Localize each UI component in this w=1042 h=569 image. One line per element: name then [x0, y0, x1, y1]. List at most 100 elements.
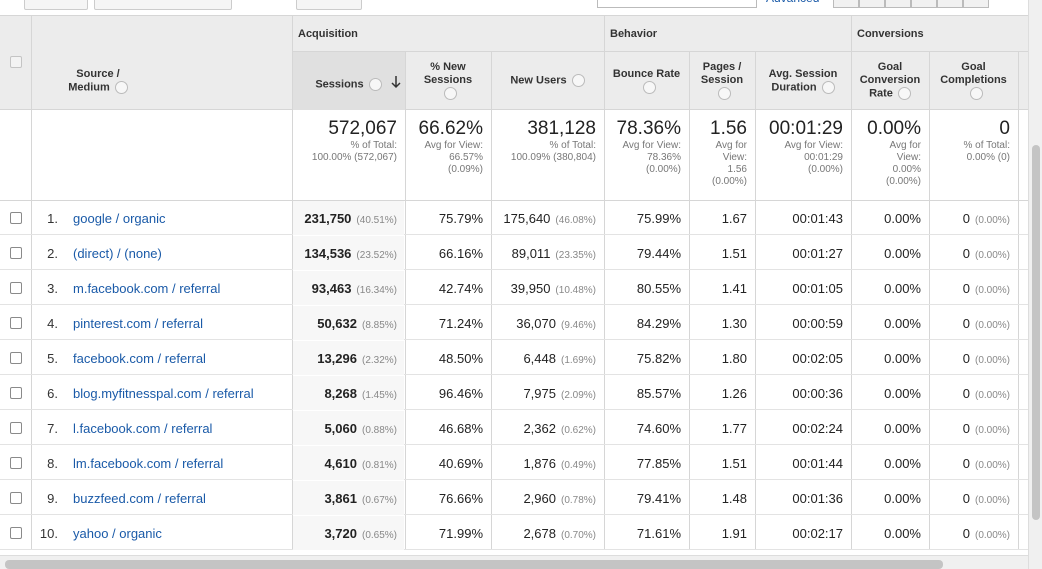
table-cell: 00:01:05	[755, 281, 851, 296]
table-row	[0, 445, 1028, 480]
total-note-text: View:	[896, 152, 921, 163]
column-header[interactable]: Goal Conversion Rate	[851, 52, 929, 110]
cell-value: 1.48	[721, 491, 747, 506]
help-icon[interactable]	[444, 87, 457, 101]
cell-percent: (40.51%)	[356, 215, 397, 226]
total-note: 1.56	[693, 164, 747, 176]
totals-cell: 1.56 Avg for View: 1.56 (0.00%)	[689, 118, 755, 188]
table-cell: 71.24%	[405, 316, 491, 331]
help-icon[interactable]	[642, 80, 656, 94]
help-icon[interactable]	[114, 80, 128, 94]
column-header[interactable]: New Users	[491, 52, 604, 110]
cell-percent: (10.48%)	[555, 285, 596, 296]
source-link[interactable]: (direct) / (none)	[73, 246, 162, 261]
cell-value: 79.44%	[636, 246, 681, 261]
cell-value: 46.68%	[438, 421, 483, 436]
cell-percent: (0.00%)	[974, 355, 1010, 366]
view-button[interactable]	[885, 0, 911, 8]
view-button[interactable]	[937, 0, 963, 8]
total-note: 66.57%	[409, 152, 483, 164]
source-link[interactable]: yahoo / organic	[73, 526, 162, 541]
help-icon[interactable]	[571, 74, 585, 88]
toolbar-button[interactable]	[24, 0, 88, 10]
source-link[interactable]: m.facebook.com / referral	[73, 281, 221, 296]
cell-percent: (1.45%)	[361, 390, 397, 401]
total-note: (0.00%)	[608, 164, 681, 176]
cell-value: 175,640	[503, 211, 551, 226]
header-text: Pages / Session	[699, 61, 745, 101]
cell-value: 1.30	[721, 316, 747, 331]
column-header[interactable]: Avg. Session Duration	[755, 52, 851, 110]
total-number: 0.00%	[867, 118, 921, 139]
total-note-text: View:	[722, 152, 747, 163]
toolbar-button[interactable]	[296, 0, 362, 10]
cell-value: 0	[962, 526, 970, 541]
help-icon[interactable]	[368, 78, 382, 92]
row-checkbox[interactable]	[10, 457, 22, 469]
source-link[interactable]: blog.myfitnesspal.com / referral	[73, 386, 254, 401]
select-all-checkbox[interactable]	[10, 56, 22, 68]
total-note: 100.09% (380,804)	[495, 152, 596, 164]
cell-value: 2,960	[523, 491, 556, 506]
table-cell: 0.00%	[851, 246, 929, 261]
total-note-text: (0.00%)	[885, 176, 921, 187]
cell-value: 1.80	[721, 351, 747, 366]
source-link[interactable]: pinterest.com / referral	[73, 316, 204, 331]
cell-value: 1,876	[523, 456, 556, 471]
cell-percent: (9.46%)	[560, 320, 596, 331]
source-link[interactable]: lm.facebook.com / referral	[73, 456, 224, 471]
toolbar-button[interactable]	[94, 0, 232, 10]
row-checkbox[interactable]	[10, 422, 22, 434]
cell-value: 50,632	[317, 316, 357, 331]
source-link[interactable]: l.facebook.com / referral	[73, 421, 213, 436]
cell-value: 71.99%	[438, 526, 483, 541]
advanced-link[interactable]: Advanced	[766, 0, 819, 5]
row-checkbox[interactable]	[10, 527, 22, 539]
row-checkbox[interactable]	[10, 492, 22, 504]
cell-percent: (0.00%)	[974, 215, 1010, 226]
column-border	[491, 52, 492, 550]
source-link[interactable]: buzzfeed.com / referral	[73, 491, 206, 506]
column-header[interactable]: Bounce Rate	[604, 52, 689, 110]
cell-percent: (0.00%)	[974, 250, 1010, 261]
column-header[interactable]: Source / Medium	[32, 52, 292, 110]
table-cell: 1,876 (0.49%)	[491, 456, 604, 471]
view-button[interactable]	[963, 0, 989, 8]
column-header[interactable]: Pages / Session	[689, 52, 755, 110]
source-link[interactable]: google / organic	[73, 211, 166, 226]
total-note: % of Total:	[495, 140, 596, 152]
column-header[interactable]: % New Sessions	[405, 52, 491, 110]
source-link[interactable]: facebook.com / referral	[73, 351, 206, 366]
row-checkbox[interactable]	[10, 212, 22, 224]
cell-value: 00:01:27	[792, 246, 843, 261]
cell-value: 00:01:44	[792, 456, 843, 471]
row-checkbox[interactable]	[10, 352, 22, 364]
vertical-scroll-thumb[interactable]	[1032, 145, 1040, 520]
column-header[interactable]: Goal Completions	[929, 52, 1018, 110]
table-cell: 0.00%	[851, 526, 929, 541]
column-header[interactable]: Sessions	[292, 52, 405, 110]
view-button[interactable]	[859, 0, 885, 8]
row-checkbox[interactable]	[10, 387, 22, 399]
table-cell: 1.91	[689, 526, 755, 541]
search-input[interactable]	[597, 0, 757, 8]
view-button[interactable]	[833, 0, 859, 8]
help-icon[interactable]	[969, 87, 983, 101]
horizontal-scroll-thumb[interactable]	[5, 560, 943, 569]
table-cell: 1.80	[689, 351, 755, 366]
table-cell: 0 (0.00%)	[929, 246, 1018, 261]
totals-cell: 78.36% Avg for View: 78.36% (0.00%)	[604, 118, 689, 176]
help-icon[interactable]	[897, 87, 911, 101]
table-cell: 42.74%	[405, 281, 491, 296]
table-cell: 0.00%	[851, 316, 929, 331]
cell-value: 8,268	[324, 386, 357, 401]
cell-percent: (0.00%)	[974, 285, 1010, 296]
total-note-text: Avg for	[889, 140, 922, 151]
view-button[interactable]	[911, 0, 937, 8]
row-index: 2.	[47, 246, 58, 261]
help-icon[interactable]	[821, 80, 835, 94]
help-icon[interactable]	[718, 87, 731, 101]
row-checkbox[interactable]	[10, 317, 22, 329]
row-checkbox[interactable]	[10, 282, 22, 294]
row-checkbox[interactable]	[10, 247, 22, 259]
